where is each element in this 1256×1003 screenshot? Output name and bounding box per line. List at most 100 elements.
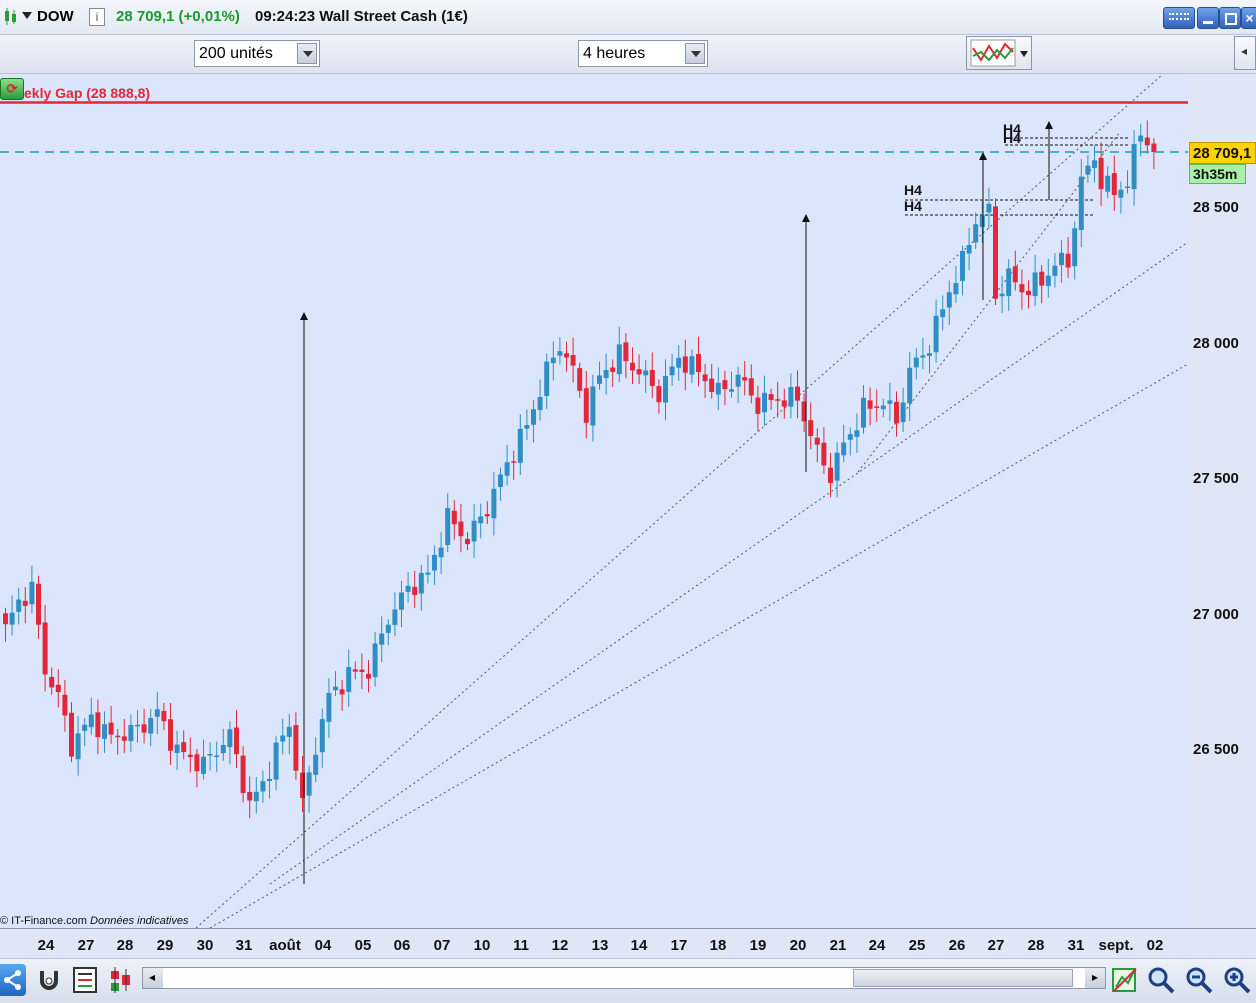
chevron-down-icon[interactable] <box>685 43 705 64</box>
candle <box>69 702 74 763</box>
candle <box>425 554 431 584</box>
candle <box>1092 145 1097 183</box>
units-select[interactable]: 200 unités <box>194 40 320 67</box>
candle <box>1039 265 1045 304</box>
info-icon[interactable]: i <box>89 8 105 26</box>
period-select-value: 4 heures <box>583 45 646 62</box>
candle <box>154 691 160 735</box>
bottom-toolbar: ◂ ▸ <box>0 958 1256 1003</box>
scroll-left-button[interactable]: ◂ <box>143 968 163 988</box>
x-tick-label: 28 <box>1027 937 1045 954</box>
candle <box>894 391 899 437</box>
zoom-out-icon[interactable] <box>1184 965 1214 995</box>
scroll-right-button[interactable]: ▸ <box>1085 968 1105 988</box>
candle <box>379 616 385 663</box>
current-price-value: 28 709,1 <box>1193 145 1252 162</box>
candle <box>478 503 484 539</box>
x-tick-label: 25 <box>908 937 926 954</box>
candlestick-chart[interactable] <box>0 74 1188 928</box>
keyboard-icon[interactable] <box>1163 7 1195 29</box>
x-tick-label: 13 <box>591 937 609 954</box>
price-chart[interactable]: ⟳ ekly Gap (28 888,8) H4 H4 H4 H4 © IT-F… <box>0 74 1189 928</box>
trendline[interactable] <box>269 241 1188 885</box>
candle <box>273 735 279 791</box>
x-tick-label: 19 <box>749 937 767 954</box>
candles-icon[interactable] <box>106 965 136 995</box>
candle <box>148 708 154 747</box>
candle <box>715 367 721 411</box>
price-axis[interactable] <box>1188 74 1256 928</box>
projection-arrow[interactable] <box>802 214 810 472</box>
chart-scrollbar[interactable]: ◂ ▸ <box>142 967 1106 989</box>
close-icon[interactable]: × <box>1241 7 1256 29</box>
zoom-in-icon[interactable] <box>1222 965 1252 995</box>
trendline[interactable] <box>209 363 1188 928</box>
candle <box>993 198 998 306</box>
candle <box>491 472 497 536</box>
period-select[interactable]: 4 heures <box>578 40 708 67</box>
candle <box>689 349 695 384</box>
candle <box>1085 155 1091 183</box>
trendline[interactable] <box>195 74 1164 928</box>
candle <box>1032 254 1038 307</box>
candle <box>1125 170 1130 194</box>
candle <box>1072 221 1078 280</box>
candle <box>220 728 226 761</box>
candle <box>161 702 167 731</box>
candle <box>168 702 173 765</box>
h4-label: H4 <box>904 198 922 214</box>
share-icon[interactable] <box>0 964 26 996</box>
chevron-down-icon[interactable] <box>22 12 32 19</box>
candle <box>267 761 272 799</box>
candle <box>649 352 655 399</box>
candle <box>22 586 28 624</box>
candle <box>702 363 708 399</box>
indicators-button[interactable] <box>966 36 1032 70</box>
x-tick-label: 07 <box>433 937 451 954</box>
time-axis[interactable] <box>0 928 1256 959</box>
y-tick-label: 27 500 <box>1193 470 1239 487</box>
candle <box>1131 130 1137 206</box>
chevron-down-icon[interactable] <box>297 43 317 64</box>
h4-label: H4 <box>1003 121 1021 137</box>
projection-arrow[interactable] <box>979 152 987 300</box>
candle <box>16 587 22 625</box>
candle <box>847 427 853 456</box>
drawing-tools-icon[interactable] <box>1110 965 1140 995</box>
projection-arrow[interactable] <box>1045 121 1053 200</box>
candle <box>636 354 642 385</box>
candle <box>306 765 312 813</box>
refresh-icon[interactable]: ⟳ <box>0 78 24 100</box>
candle <box>108 705 114 744</box>
x-tick-label: 29 <box>156 937 174 954</box>
candlestick-icon[interactable] <box>2 7 18 27</box>
y-tick-label: 28 000 <box>1193 335 1239 352</box>
candle <box>227 721 233 765</box>
units-select-value: 200 unités <box>199 45 273 62</box>
candle <box>801 393 807 432</box>
candle <box>669 353 675 386</box>
side-panel-toggle[interactable]: ◂ <box>1234 36 1256 70</box>
candle <box>828 452 833 498</box>
candle <box>75 715 81 776</box>
candle <box>570 337 576 383</box>
candle <box>9 595 15 636</box>
maximize-icon[interactable] <box>1219 7 1241 29</box>
candle <box>821 427 827 474</box>
symbol-label[interactable]: DOW <box>37 8 74 25</box>
candle <box>623 333 629 379</box>
countdown-tag: 3h35m <box>1189 164 1246 184</box>
x-tick-label: 30 <box>196 937 214 954</box>
candle <box>722 370 728 406</box>
minimize-icon[interactable] <box>1197 7 1219 29</box>
magnet-icon[interactable] <box>34 965 64 995</box>
x-tick-label: 05 <box>354 937 372 954</box>
chevron-down-icon[interactable] <box>1020 51 1028 57</box>
scroll-thumb[interactable] <box>853 969 1073 987</box>
zoom-fit-icon[interactable] <box>1146 965 1176 995</box>
projection-arrow[interactable] <box>300 312 308 884</box>
chart-style-icon[interactable] <box>70 965 100 995</box>
x-tick-label: 28 <box>116 937 134 954</box>
countdown-value: 3h35m <box>1193 166 1238 182</box>
candle <box>352 661 358 680</box>
